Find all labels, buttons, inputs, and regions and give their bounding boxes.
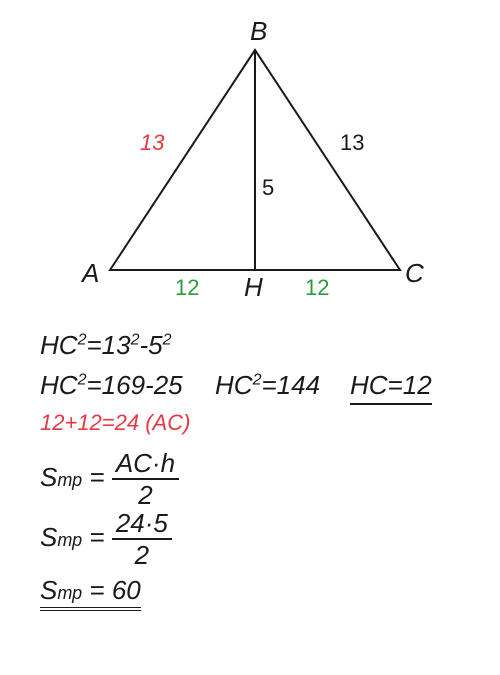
- equals-sign: =: [89, 462, 104, 492]
- vertex-C: C: [405, 258, 424, 289]
- frac-den: 2: [112, 480, 179, 508]
- formula-line-2: Sтр = 24·5 2: [40, 510, 172, 568]
- side-BC-label: 13: [340, 130, 364, 156]
- work-line-3: 12+12=24 (AC): [40, 410, 190, 436]
- side-AH-label: 12: [175, 275, 199, 301]
- result-line: Sтр = 60: [40, 575, 141, 606]
- work-line-2a: HC2=169-25: [40, 370, 183, 401]
- work-line-2c: HC=12: [350, 370, 432, 405]
- vertex-B: B: [250, 16, 267, 47]
- frac-den-2: 2: [112, 540, 172, 568]
- vertex-H: H: [244, 272, 263, 303]
- side-HC-label: 12: [305, 275, 329, 301]
- figure-canvas: B A C H 13 13 5 12 12 HC2=132-52 HC2=169…: [0, 0, 500, 675]
- s-symbol: Sтр: [40, 462, 82, 492]
- formula-line-1: Sтр = AC·h 2: [40, 450, 179, 508]
- work-line-2b: HC2=144: [215, 370, 320, 401]
- work-line-1: HC2=132-52: [40, 330, 172, 361]
- side-BH-label: 5: [262, 175, 274, 201]
- vertex-A: A: [82, 258, 99, 289]
- side-AB-label: 13: [140, 130, 164, 156]
- fraction-ac-h: AC·h 2: [112, 450, 179, 508]
- equals-sign-2: =: [89, 522, 104, 552]
- frac-num-2: 24·5: [112, 510, 172, 540]
- equals-sign-3: =: [89, 575, 104, 605]
- result-value: 60: [112, 575, 141, 605]
- s-symbol-3: Sтр: [40, 575, 82, 605]
- fraction-24-5: 24·5 2: [112, 510, 172, 568]
- frac-num: AC·h: [112, 450, 179, 480]
- s-symbol-2: Sтр: [40, 522, 82, 552]
